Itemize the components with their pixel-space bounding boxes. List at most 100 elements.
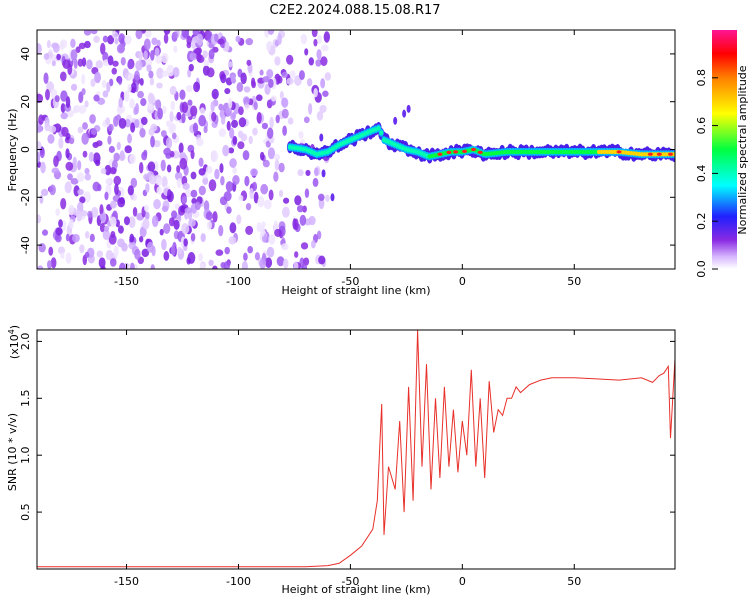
spectrogram-noise-dot xyxy=(111,30,116,35)
spectrogram-noise-dot xyxy=(123,216,130,226)
spectrogram-noise-dot xyxy=(245,38,254,46)
snr-plot-area xyxy=(37,330,675,569)
spectrogram-noise-dot xyxy=(298,70,305,81)
spectrogram-noise-dot xyxy=(112,60,119,67)
spectrogram-noise-dot xyxy=(282,258,289,269)
spectrogram-noise-dot xyxy=(100,42,106,55)
spectrogram-noise-dot xyxy=(99,222,106,233)
spectrogram-noise-dot xyxy=(38,243,46,253)
spectrogram-panel: -150 -100 -50 0 50 -40 -20 0 20 40 Height of str… xyxy=(6,29,676,297)
spectrogram-noise-dot xyxy=(281,97,289,108)
spectrogram-track-blob xyxy=(402,109,407,118)
spectrogram-y-tick-label: 0 xyxy=(19,146,32,153)
spectrogram-noise-dot xyxy=(163,223,171,234)
spectrogram-noise-dot xyxy=(51,167,60,174)
spectrogram-noise-dot xyxy=(316,49,322,60)
spectrogram-noise-dot xyxy=(161,52,169,64)
spectrogram-noise-dot xyxy=(273,220,278,231)
spectrogram-noise-dot xyxy=(43,72,49,84)
spectrogram-noise-dot xyxy=(55,227,63,236)
spectrogram-y-label: Frequency (Hz) xyxy=(6,109,19,192)
spectrogram-noise-dot xyxy=(155,99,162,111)
spectrogram-noise-dot xyxy=(40,188,49,197)
spectrogram-noise-dot xyxy=(253,191,259,204)
spectrogram-noise-dot xyxy=(93,94,100,102)
spectrogram-noise-dot xyxy=(60,252,65,259)
spectrogram-track-peak xyxy=(616,150,622,154)
spectrogram-noise-dot xyxy=(56,53,61,61)
spectrogram-noise-dot xyxy=(219,163,224,174)
spectrogram-noise-dot xyxy=(156,67,164,79)
spectrogram-noise-dot xyxy=(135,60,143,71)
spectrogram-noise-dot xyxy=(60,197,67,210)
spectrogram-noise-dot xyxy=(210,150,219,162)
spectrogram-noise-dot xyxy=(113,245,119,258)
spectrogram-noise-dot xyxy=(166,120,171,127)
spectrogram-noise-dot xyxy=(293,261,299,269)
spectrogram-noise-dot xyxy=(305,169,311,177)
spectrogram-noise-dot xyxy=(269,116,274,129)
spectrogram-noise-dot xyxy=(319,104,327,113)
spectrogram-track-blob xyxy=(393,116,398,125)
spectrogram-noise-dot xyxy=(53,155,59,167)
spectrogram-noise-dot xyxy=(208,179,217,192)
spectrogram-noise-dot xyxy=(173,45,178,53)
spectrogram-noise-dot xyxy=(84,251,90,259)
spectrogram-noise-dot xyxy=(147,161,156,172)
spectrogram-track-peak xyxy=(437,152,443,156)
spectrogram-noise-dot xyxy=(179,151,187,161)
spectrogram-noise-dot xyxy=(88,151,94,162)
spectrogram-noise-dot xyxy=(315,59,322,67)
spectrogram-noise-dot xyxy=(267,30,275,35)
spectrogram-x-label: Height of straight line (km) xyxy=(281,284,430,297)
spectrogram-noise-dot xyxy=(181,195,188,204)
spectrogram-noise-dot xyxy=(303,116,310,124)
spectrogram-noise-dot xyxy=(208,48,215,60)
spectrogram-noise-dot xyxy=(172,66,180,78)
spectrogram-noise-dot xyxy=(173,219,180,230)
spectrogram-noise-dot xyxy=(155,177,163,186)
spectrogram-noise-dot xyxy=(113,175,122,186)
spectrogram-noise-dot xyxy=(134,70,140,81)
spectrogram-noise-dot xyxy=(214,168,220,180)
spectrogram-noise-dot xyxy=(311,30,318,38)
spectrogram-noise-dot xyxy=(188,218,196,227)
spectrogram-noise-dot xyxy=(202,50,208,59)
spectrogram-noise-dot xyxy=(282,125,287,136)
spectrogram-noise-dot xyxy=(267,41,272,52)
spectrogram-noise-dot xyxy=(108,145,115,153)
spectrogram-noise-dot xyxy=(124,35,132,45)
spectrogram-noise-dot xyxy=(286,54,294,65)
spectrogram-noise-dot xyxy=(318,255,326,265)
spectrogram-track-peak xyxy=(471,147,477,152)
spectrogram-y-ticks: -40 -20 0 20 40 xyxy=(19,47,675,254)
spectrogram-noise-dot xyxy=(276,256,285,267)
spectrogram-noise-dot xyxy=(226,120,231,131)
spectrogram-noise-dot xyxy=(300,242,309,250)
spectrogram-noise-dot xyxy=(294,218,299,231)
spectrogram-noise-dot xyxy=(276,75,283,84)
spectrogram-noise-dot xyxy=(191,198,197,205)
spectrogram-noise-dot xyxy=(259,69,264,76)
spectrogram-noise-dot xyxy=(223,260,230,269)
spectrogram-noise-dot xyxy=(151,215,159,228)
spectrogram-noise-dot xyxy=(184,207,193,214)
spectrogram-noise-dot xyxy=(118,117,127,129)
spectrogram-noise-dot xyxy=(109,258,117,267)
spectrogram-y-tick-label: -40 xyxy=(19,236,32,254)
spectrogram-noise-dot xyxy=(151,245,156,257)
spectrogram-noise-dot xyxy=(225,107,233,117)
spectrogram-noise-dot xyxy=(190,149,195,160)
spectrogram-noise-dot xyxy=(102,90,109,98)
spectrogram-noise-dot xyxy=(196,33,204,46)
snr-series-line xyxy=(37,330,675,568)
snr-scale-label: (x104) xyxy=(7,325,21,359)
spectrogram-noise-dot xyxy=(118,97,123,108)
spectrogram-noise-dot xyxy=(140,116,148,126)
spectrogram-noise-dot xyxy=(104,191,109,201)
spectrogram-noise-dot xyxy=(278,162,285,173)
spectrogram-noise-dot xyxy=(220,115,226,125)
spectrogram-noise-dot xyxy=(256,222,262,233)
snr-y-ticks: 0.5 1.0 1.5 2.0 xyxy=(19,333,675,521)
spectrogram-noise-dot xyxy=(84,40,91,49)
